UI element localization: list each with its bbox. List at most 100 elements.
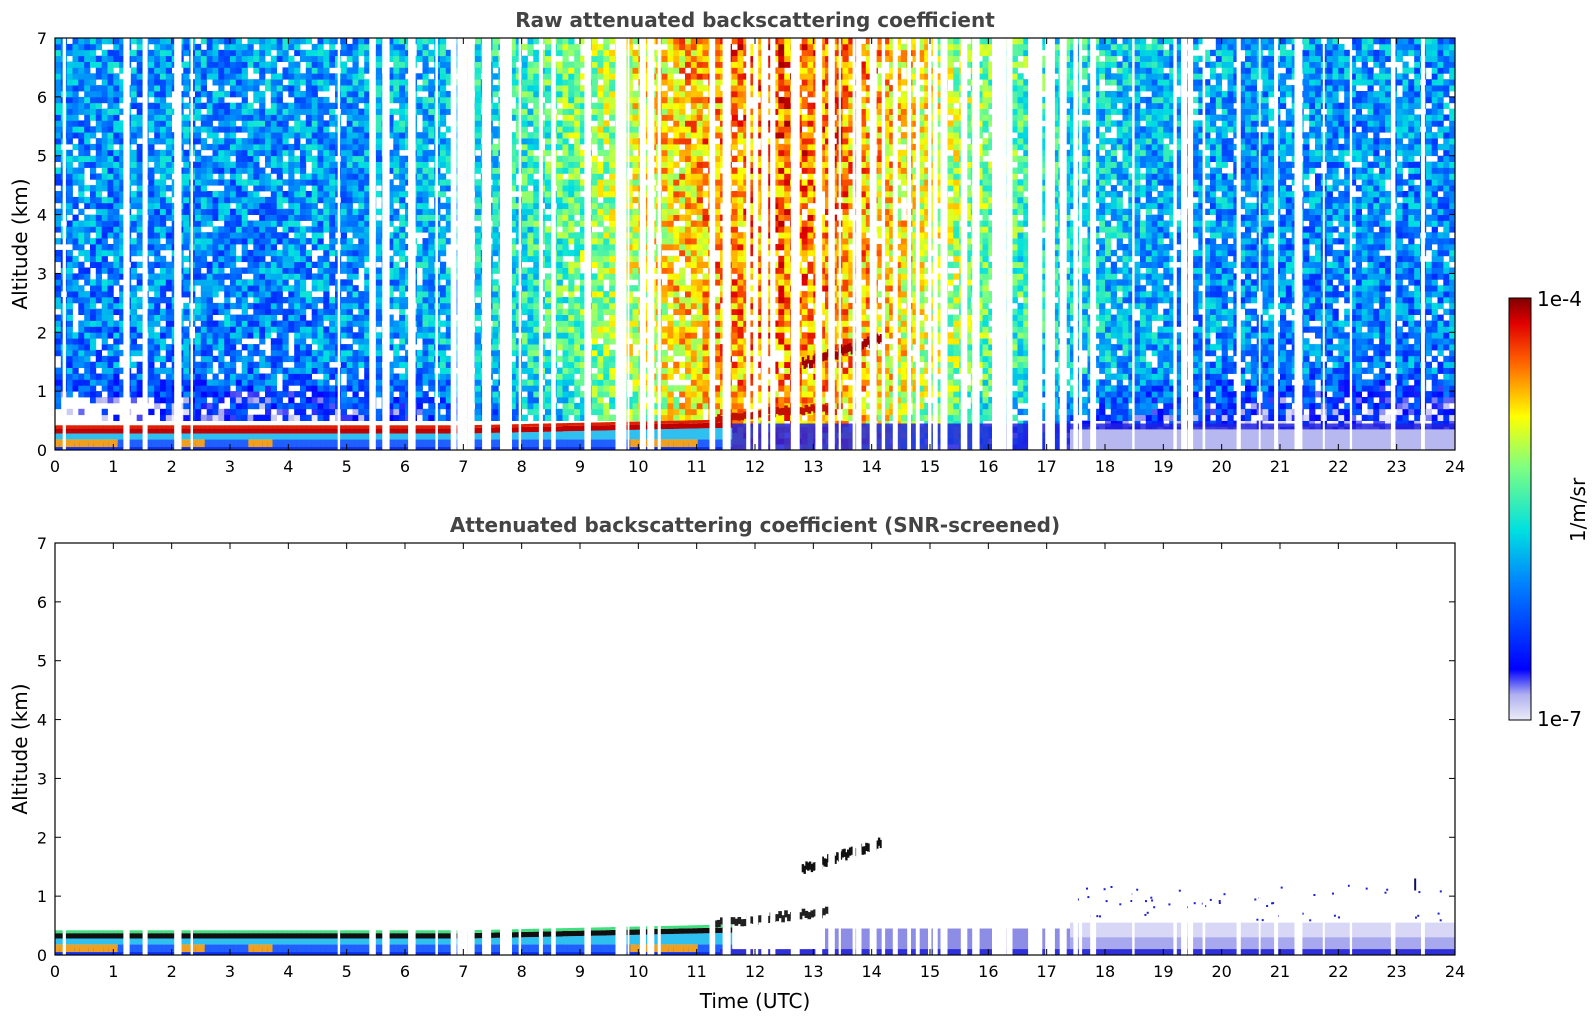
heatmap-cell [55, 344, 62, 351]
heatmap-cell [422, 214, 429, 221]
heatmap-cell [90, 261, 97, 268]
heatmap-cell [527, 355, 534, 363]
heatmap-cell [329, 102, 336, 109]
heatmap-cell [84, 67, 91, 74]
heatmap-cell [358, 297, 365, 304]
heatmap-cell [422, 261, 429, 268]
heatmap-cell [270, 379, 277, 386]
heatmap-cell [154, 273, 161, 280]
heatmap-cell [224, 332, 231, 339]
heatmap-cell [160, 167, 167, 174]
heatmap-cell [276, 191, 283, 198]
heatmap-cell [195, 249, 202, 257]
heatmap-cell [387, 408, 394, 416]
heatmap-cell [183, 302, 190, 310]
heatmap-cell [259, 332, 266, 339]
heatmap-cell [253, 61, 260, 68]
heatmap-cell [294, 114, 301, 121]
heatmap-cell [527, 138, 534, 145]
heatmap-cell [416, 285, 423, 292]
heatmap-cell [300, 326, 307, 333]
heatmap-cell [393, 173, 400, 180]
heatmap-cell [66, 208, 73, 215]
heatmap-cell [78, 55, 85, 62]
heatmap-cell [265, 226, 272, 233]
heatmap-cell [387, 279, 394, 286]
heatmap-cell [66, 338, 73, 345]
heatmap-cell [247, 349, 254, 357]
heatmap-cell [265, 414, 272, 421]
heatmap-cell [130, 391, 137, 398]
heatmap-cell [224, 302, 231, 310]
heatmap-cell [288, 379, 295, 386]
heatmap-cell [276, 232, 283, 239]
heatmap-cell [259, 220, 266, 227]
heatmap-cell [510, 220, 517, 227]
heatmap-cell [113, 320, 120, 327]
heatmap-cell [562, 67, 569, 74]
heatmap-cell [323, 385, 330, 392]
heatmap-cell [101, 355, 108, 363]
heatmap-cell [340, 226, 347, 233]
heatmap-cell [375, 38, 382, 45]
heatmap-cell [101, 291, 108, 298]
heatmap-cell [311, 408, 318, 416]
heatmap-cell [445, 73, 452, 80]
heatmap-cell [346, 55, 353, 62]
heatmap-cell [195, 326, 202, 333]
heatmap-cell [259, 285, 266, 292]
heatmap-cell [95, 349, 102, 357]
heatmap-cell [160, 414, 167, 421]
heatmap-cell [160, 408, 167, 416]
heatmap-cell [113, 108, 120, 115]
heatmap-cell [224, 385, 231, 392]
heatmap-cell [556, 214, 563, 221]
heatmap-cell [212, 391, 219, 398]
heatmap-cell [66, 126, 73, 133]
heatmap-cell [282, 208, 289, 215]
heatmap-cell [119, 214, 126, 221]
heatmap-cell [66, 344, 73, 351]
heatmap-cell [300, 91, 307, 98]
heatmap-cell [305, 267, 312, 274]
heatmap-cell [311, 238, 318, 245]
heatmap-cell [323, 332, 330, 339]
heatmap-cell [352, 108, 359, 115]
heatmap-cell [492, 155, 499, 162]
heatmap-cell [200, 255, 207, 263]
heatmap-cell [533, 202, 540, 210]
heatmap-cell [527, 143, 534, 151]
heatmap-cell [230, 338, 237, 345]
heatmap-cell [545, 320, 552, 327]
heatmap-cell [95, 232, 102, 239]
heatmap-cell [253, 173, 260, 180]
heatmap-cell [78, 326, 85, 333]
heatmap-cell [358, 208, 365, 215]
heatmap-cell [241, 255, 248, 263]
heatmap-cell [387, 91, 394, 98]
heatmap-cell [270, 67, 277, 74]
heatmap-cell [288, 85, 295, 92]
heatmap-cell [364, 379, 371, 386]
heatmap-cell [527, 173, 534, 180]
heatmap-cell [294, 85, 301, 92]
heatmap-cell [235, 273, 242, 280]
heatmap-cell [311, 297, 318, 304]
heatmap-cell [445, 61, 452, 68]
heatmap-cell [259, 302, 266, 310]
heatmap-cell [294, 320, 301, 327]
heatmap-cell [212, 373, 219, 380]
heatmap-cell [212, 102, 219, 109]
heatmap-cell [510, 273, 517, 280]
heatmap-cell [399, 402, 406, 410]
heatmap-cell [317, 173, 324, 180]
heatmap-cell [323, 61, 330, 68]
heatmap-cell [317, 126, 324, 133]
heatmap-cell [224, 185, 231, 192]
heatmap-cell [300, 338, 307, 345]
heatmap-cell [533, 91, 540, 98]
heatmap-cell [113, 43, 120, 51]
heatmap-cell [235, 102, 242, 109]
heatmap-cell [78, 196, 85, 204]
heatmap-cell [311, 285, 318, 292]
